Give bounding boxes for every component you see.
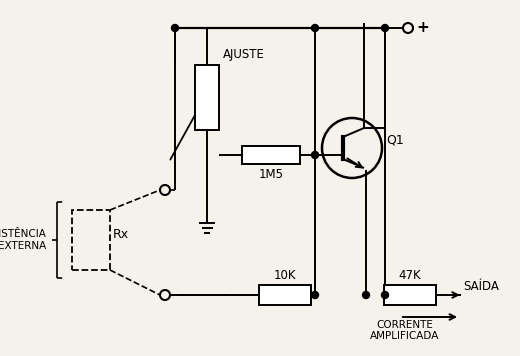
Bar xyxy=(259,285,311,305)
Text: Q1: Q1 xyxy=(386,134,404,147)
Bar xyxy=(72,210,110,270)
Text: RESISTÊNCIA: RESISTÊNCIA xyxy=(0,229,46,239)
Bar xyxy=(384,285,436,305)
Bar xyxy=(195,65,219,130)
Circle shape xyxy=(382,292,388,298)
Text: AJUSTE: AJUSTE xyxy=(223,48,265,61)
Circle shape xyxy=(311,292,318,298)
Text: 10K: 10K xyxy=(274,269,296,282)
Circle shape xyxy=(362,292,370,298)
Bar xyxy=(242,146,300,164)
Text: EXTERNA: EXTERNA xyxy=(0,241,46,251)
Circle shape xyxy=(172,25,178,31)
Text: +: + xyxy=(416,21,429,36)
Circle shape xyxy=(311,25,318,31)
Text: Rx: Rx xyxy=(113,227,129,241)
Circle shape xyxy=(311,152,318,158)
Circle shape xyxy=(382,25,388,31)
Text: 47K: 47K xyxy=(399,269,421,282)
Text: AMPLIFICADA: AMPLIFICADA xyxy=(370,331,440,341)
Text: SAÍDA: SAÍDA xyxy=(463,280,499,293)
Text: 1M5: 1M5 xyxy=(258,168,283,181)
Text: CORRENTE: CORRENTE xyxy=(376,320,434,330)
